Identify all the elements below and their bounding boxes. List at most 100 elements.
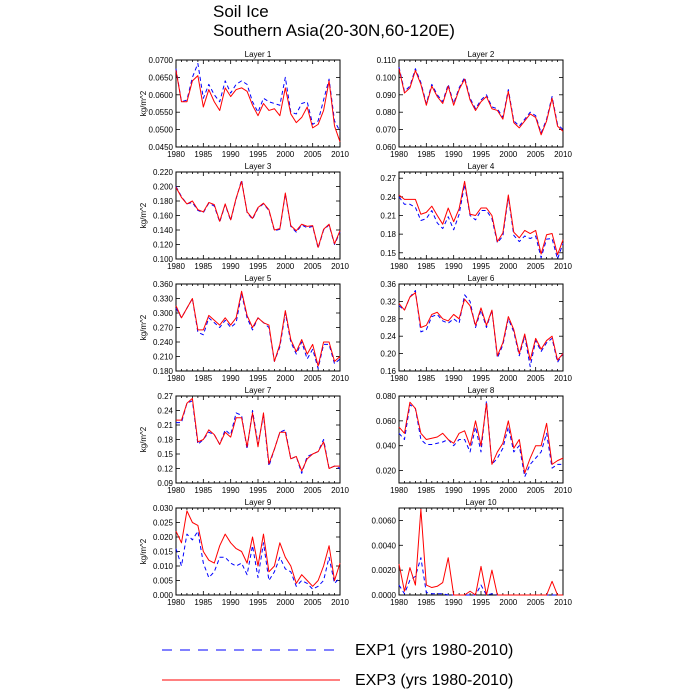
x-tick-label: 1995 <box>472 598 490 607</box>
x-tick-label: 1990 <box>445 374 463 383</box>
y-tick-label: 0.36 <box>380 280 396 289</box>
y-tick-label: 0.300 <box>153 309 174 318</box>
panel-title: Layer 9 <box>245 498 272 507</box>
panel-title: Layer 8 <box>468 386 495 395</box>
y-axis-label: kg/m^2 <box>139 314 148 340</box>
panel-title: Layer 10 <box>465 498 497 507</box>
y-axis-label: kg/m^2 <box>139 426 148 452</box>
y-axis-label: kg/m^2 <box>139 202 148 228</box>
x-tick-label: 2000 <box>276 262 294 271</box>
y-tick-label: 0.090 <box>376 91 397 100</box>
y-tick-label: 0.100 <box>376 73 397 82</box>
y-tick-label: 0.080 <box>376 392 397 401</box>
y-tick-label: 0.010 <box>153 562 174 571</box>
panel-title: Layer 4 <box>468 162 495 171</box>
panel-layer-1: Layer 1 0.0450 0.0500 0.0550 0.0600 0.0650 0.0… <box>139 50 349 159</box>
series-line-exp1 <box>398 183 564 260</box>
series-line-exp1 <box>398 557 563 596</box>
x-tick-label: 1995 <box>472 262 490 271</box>
y-tick-label: 0.140 <box>153 226 174 235</box>
x-tick-label: 2010 <box>554 150 572 159</box>
x-tick-label: 1995 <box>472 150 490 159</box>
x-tick-label: 1990 <box>222 262 240 271</box>
series-line-exp1 <box>398 290 564 368</box>
panel-layer-9: Layer 9 0.000 0.005 0.010 0.015 0.020 0.025 0.0… <box>139 498 349 607</box>
x-tick-label: 2005 <box>304 150 322 159</box>
x-tick-label: 1990 <box>222 150 240 159</box>
y-tick-label: 0.270 <box>153 324 174 333</box>
y-tick-label: 0.060 <box>376 417 397 426</box>
panel-layer-10: Layer 10 0.0000 0.0020 0.0040 0.0060 1980 1985… <box>372 498 573 607</box>
plot-frame <box>398 171 564 260</box>
series-line-exp1 <box>176 400 341 474</box>
x-tick-label: 1995 <box>249 262 267 271</box>
y-tick-label: 0.180 <box>153 197 174 206</box>
panel-layer-5: Layer 5 0.180 0.210 0.240 0.270 0.300 0.330 0.3… <box>139 274 349 383</box>
y-tick-label: 0.020 <box>376 467 397 476</box>
y-tick-label: 0.0040 <box>372 541 397 550</box>
x-tick-label: 1990 <box>222 374 240 383</box>
y-tick-label: 0.15 <box>380 249 396 258</box>
x-tick-label: 1985 <box>194 150 212 159</box>
x-tick-label: 2005 <box>527 598 545 607</box>
panel-title: Layer 5 <box>245 274 272 283</box>
y-tick-label: 0.21 <box>157 421 173 430</box>
y-tick-label: 0.200 <box>153 183 174 192</box>
plot-frame <box>175 171 341 260</box>
x-tick-label: 2010 <box>554 486 572 495</box>
x-tick-label: 2005 <box>304 374 322 383</box>
x-tick-label: 1980 <box>390 374 408 383</box>
series-line-exp1 <box>398 66 564 134</box>
x-tick-label: 2000 <box>276 486 294 495</box>
x-tick-label: 2000 <box>499 486 517 495</box>
y-tick-label: 0.28 <box>380 315 396 324</box>
y-tick-label: 0.0000 <box>372 591 397 600</box>
panel-title: Layer 3 <box>245 162 272 171</box>
x-tick-label: 1985 <box>417 374 435 383</box>
panel-layer-4: Layer 4 0.15 0.18 0.21 0.24 0.27 1980 1985 1990 1… <box>380 162 572 271</box>
y-tick-label: 0.020 <box>153 533 174 542</box>
y-tick-label: 0.24 <box>157 407 173 416</box>
plot-frame <box>175 395 341 484</box>
series-line-exp1 <box>175 62 341 132</box>
plot-frame <box>175 283 341 372</box>
legend: EXP1 (yrs 1980-2010) EXP3 (yrs 1980-2010… <box>162 642 513 689</box>
legend-label-exp1: EXP1 (yrs 1980-2010) <box>355 642 513 659</box>
series-line-exp3 <box>398 401 564 474</box>
series-line-exp3 <box>175 510 341 587</box>
x-tick-label: 1980 <box>390 598 408 607</box>
y-tick-label: 0.0650 <box>149 73 174 82</box>
x-tick-label: 1980 <box>390 150 408 159</box>
y-tick-label: 0.360 <box>153 280 174 289</box>
panel-title: Layer 6 <box>468 274 495 283</box>
y-tick-label: 0.09 <box>157 479 173 488</box>
series-line-exp3 <box>398 508 563 596</box>
panel-layer-6: Layer 6 0.16 0.20 0.24 0.28 0.32 0.36 1980 1985 1… <box>380 274 572 383</box>
y-tick-label: 0.080 <box>376 108 397 117</box>
y-tick-label: 0.160 <box>153 212 174 221</box>
y-tick-label: 0.18 <box>157 436 173 445</box>
x-tick-label: 1980 <box>167 486 185 495</box>
x-tick-label: 2000 <box>499 150 517 159</box>
x-tick-label: 1980 <box>167 598 185 607</box>
x-tick-label: 2005 <box>304 262 322 271</box>
figure-title-line1: Soil Ice <box>213 2 269 21</box>
y-tick-label: 0.025 <box>153 519 174 528</box>
x-tick-label: 2000 <box>276 150 294 159</box>
figure-title-line2: Southern Asia(20-30N,60-120E) <box>213 21 455 40</box>
plot-frame <box>175 59 341 148</box>
x-tick-label: 1985 <box>417 262 435 271</box>
panel-layer-2: Layer 2 0.060 0.070 0.080 0.090 0.100 0.110 198… <box>376 50 572 159</box>
plot-frame <box>398 59 564 148</box>
x-tick-label: 2005 <box>527 262 545 271</box>
x-tick-label: 1985 <box>194 486 212 495</box>
y-tick-label: 0.030 <box>153 504 174 513</box>
panel-layer-3: Layer 3 0.100 0.120 0.140 0.160 0.180 0.200 0.2… <box>139 162 349 271</box>
series-line-exp1 <box>398 400 563 478</box>
x-tick-label: 1990 <box>445 262 463 271</box>
y-tick-label: 0.110 <box>377 56 397 65</box>
y-tick-label: 0.015 <box>153 548 174 557</box>
y-tick-label: 0.220 <box>153 168 174 177</box>
x-tick-label: 1990 <box>222 486 240 495</box>
x-tick-label: 1980 <box>390 262 408 271</box>
